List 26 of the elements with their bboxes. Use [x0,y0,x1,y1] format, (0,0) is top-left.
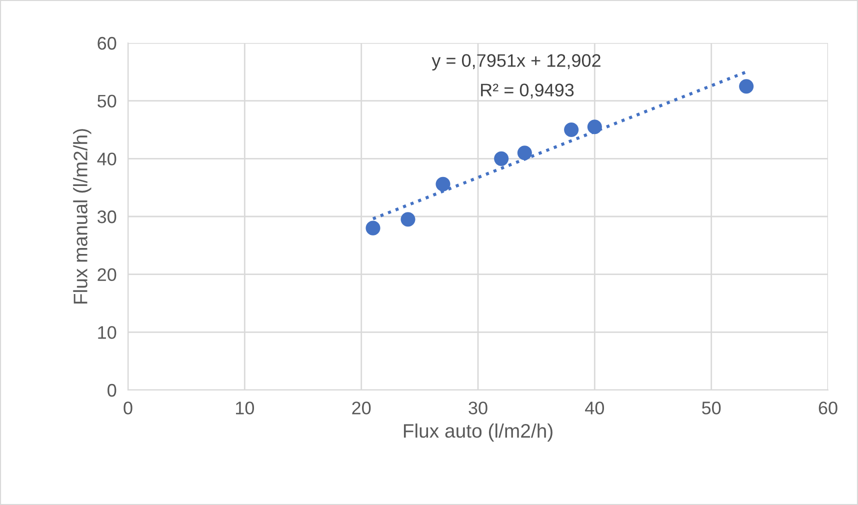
x-tick-label: 10 [236,402,254,414]
point [366,220,380,236]
y-tick-label: 20 [98,268,116,282]
y-tick-label: 40 [97,152,116,166]
annotation: R² = 0,9493 [481,84,574,99]
point [436,176,450,192]
x-tick-label: 0 [124,402,132,414]
x-tick-label: 20 [352,402,371,414]
y-tick-label: 0 [108,384,116,397]
y-tick-label: 10 [98,326,116,339]
y-axis-title: Flux manual (l/m2/h) [73,129,92,304]
point [564,122,579,138]
y-tick-label: 60 [98,36,116,50]
x-axis-title: Flux auto (l/m2/h) [404,424,552,442]
point [587,120,602,134]
x-tick-label: 40 [585,402,604,414]
x-tick-label: 60 [818,402,838,414]
y-tick-label: 30 [97,210,116,224]
point [739,79,754,94]
x-tick-label: 50 [702,402,721,414]
x-tick-label: 30 [468,402,488,414]
point [494,151,509,166]
point [400,212,416,227]
annotation: y = 0,7951x + 12,902 [432,54,600,70]
y-tick-label: 50 [98,94,116,108]
point [517,146,532,160]
